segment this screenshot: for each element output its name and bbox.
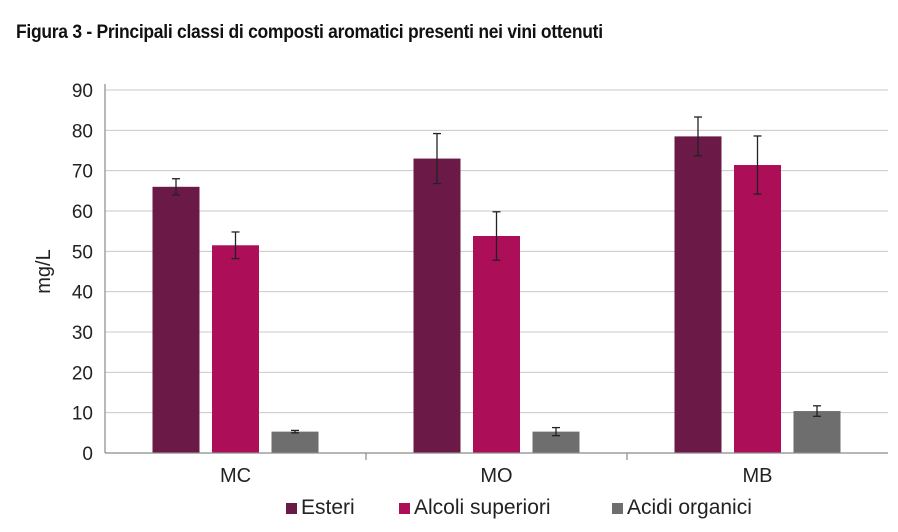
error-bars	[172, 116, 821, 437]
bar	[212, 245, 259, 453]
legend-swatch	[286, 503, 297, 514]
y-tick-label: 30	[72, 323, 93, 344]
legend-label: Acidi organici	[627, 496, 752, 519]
y-tick-label: 90	[72, 81, 93, 102]
bar	[271, 431, 319, 453]
legend-swatch	[399, 503, 410, 514]
y-axis-ticks: 0 10 20 30 40 50 60 70 80 90	[72, 81, 93, 465]
x-category-label: MC	[220, 465, 251, 487]
legend-label: Alcoli superiori	[414, 496, 551, 519]
x-category-label: MB	[743, 465, 773, 487]
figure-title: Figura 3 - Principali classi di composti…	[16, 22, 603, 43]
bar	[152, 186, 200, 454]
y-tick-label: 10	[72, 404, 93, 425]
y-tick-label: 20	[72, 363, 93, 384]
bar	[793, 411, 841, 453]
bar	[532, 431, 580, 453]
x-axis-categories: MC MO MB	[220, 465, 773, 487]
bar	[473, 236, 520, 453]
y-tick-label: 60	[72, 202, 93, 223]
y-tick-label: 80	[72, 121, 93, 142]
y-tick-label: 0	[82, 444, 93, 465]
bars	[152, 136, 841, 454]
axes	[104, 84, 888, 460]
legend-swatch	[612, 503, 623, 514]
bar	[674, 136, 722, 453]
legend-label: Esteri	[301, 496, 355, 519]
y-tick-label: 40	[72, 283, 93, 304]
legend: Esteri Alcoli superiori Acidi organici	[286, 496, 752, 519]
x-category-label: MO	[480, 465, 512, 487]
y-tick-label: 50	[72, 242, 93, 263]
bar	[734, 165, 781, 453]
bar	[413, 158, 461, 454]
y-tick-label: 70	[72, 162, 93, 183]
y-axis-label: mg/L	[33, 249, 55, 293]
